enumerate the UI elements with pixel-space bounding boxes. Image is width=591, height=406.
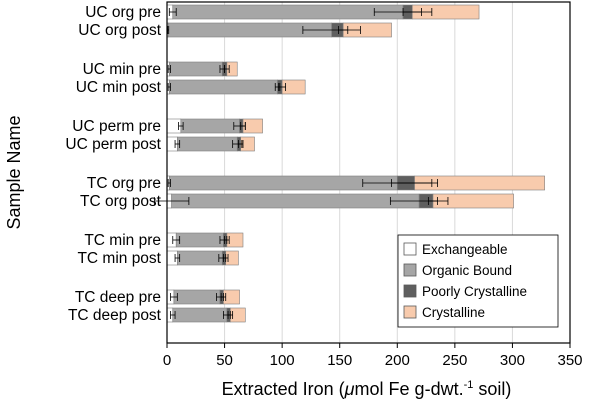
category-label: TC min post [77,250,161,267]
category-label: TC min pre [84,232,161,249]
legend: Exchangeable Organic Bound Poorly Crystall… [397,234,559,328]
legend-label: Poorly Crystalline [422,284,527,299]
legend-label: Crystalline [422,305,485,320]
bar-segment-organic-bound [175,232,224,248]
category-label: TC deep post [68,307,162,324]
bar-segment-organic-bound [180,118,240,134]
x-tick-label: 0 [163,352,171,369]
legend-box [397,234,559,328]
x-axis-title: Extracted Iron (μmol Fe g-dwt.-1 soil) [222,379,512,399]
bars [166,4,545,323]
bar-segment-organic-bound [172,307,228,323]
bar-segment-organic-bound [169,61,223,77]
x-tick-label: 100 [270,352,295,369]
category-label: UC min pre [83,61,161,78]
bar-segment-organic-bound [172,4,404,20]
category-label: TC org post [80,193,162,210]
category-label: UC perm post [65,136,161,153]
x-tick-label: 250 [442,352,467,369]
y-axis-title: Sample Name [4,115,24,229]
category-label: UC perm pre [72,118,161,135]
x-tick-label: 300 [500,352,525,369]
x-axis-title-superscript: -1 [464,379,474,391]
bar-segment-organic-bound [171,193,420,209]
legend-swatch-exchangeable [403,242,417,256]
category-label: UC min post [76,79,162,96]
category-label: TC org pre [87,175,161,192]
category-label: UC org pre [85,4,161,21]
category-label: UC org post [78,22,161,39]
error-bars [153,8,449,319]
x-tick-label: 200 [385,352,410,369]
legend-swatch-crystalline [403,305,417,319]
category-label: TC deep pre [75,289,161,306]
x-tick-label: 150 [327,352,352,369]
bar-segment-organic-bound [177,250,223,266]
legend-label: Exchangeable [422,242,508,257]
bar-segment-crystalline [242,118,263,134]
x-axis-ticks: 0 50 100 150 200 250 300 350 [163,343,583,369]
bar-segment-organic-bound [169,79,278,95]
gridlines [224,2,513,343]
x-axis-title-mu: μ [344,379,355,399]
plot-frame [166,1,571,344]
x-tick-label: 350 [557,352,582,369]
x-axis-title-part: mol Fe g-dwt. [355,379,464,399]
x-axis-title-part: soil) [473,379,511,399]
x-axis-title-part: Extracted Iron ( [222,379,345,399]
legend-swatch-poorly-crystalline [403,284,417,298]
x-tick-label: 50 [216,352,233,369]
legend-label: Organic Bound [422,263,512,278]
bar-segment-organic-bound [177,136,238,152]
bar-segment-organic-bound [173,289,221,305]
legend-swatch-organic-bound [403,263,417,277]
